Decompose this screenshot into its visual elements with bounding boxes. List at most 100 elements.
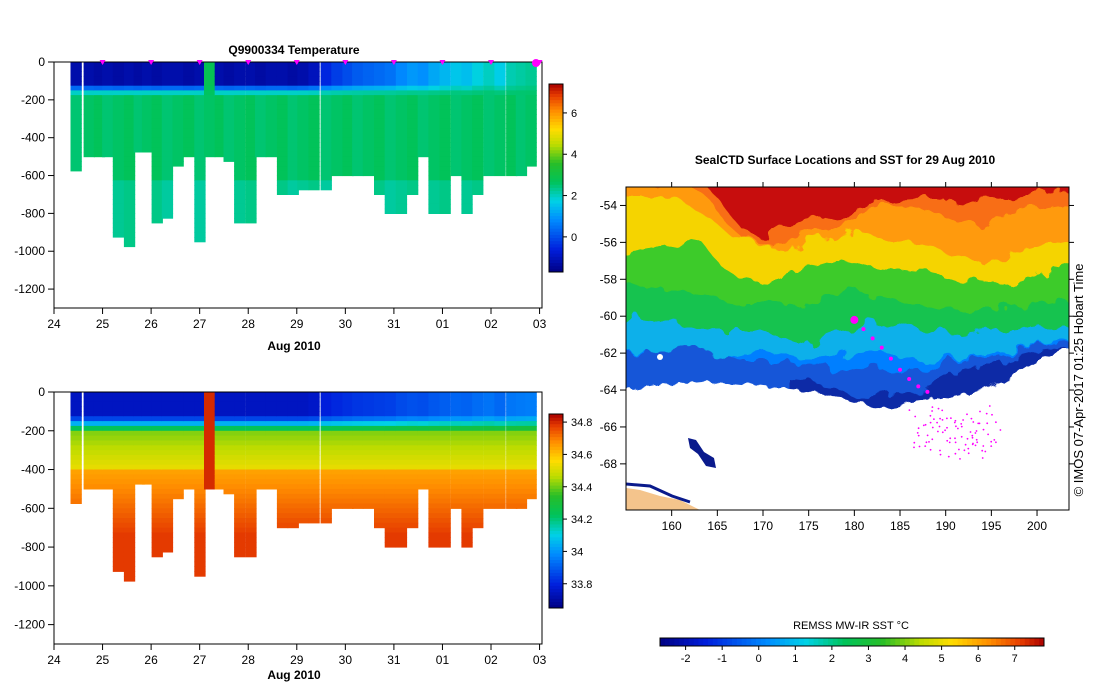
salinity-cell: [83, 411, 95, 417]
temperature-cell: [102, 99, 114, 106]
temperature-cell: [276, 114, 289, 120]
salinity-cell: [276, 484, 289, 490]
salinity-cell: [374, 522, 386, 529]
temperature-cell: [461, 189, 473, 195]
salinity-cell: [472, 435, 484, 441]
salinity-cell: [417, 450, 429, 456]
temperature-cell: [342, 142, 354, 148]
temperature-cell: [172, 151, 184, 158]
colorbar-tick-label: 34: [571, 546, 583, 558]
salinity-cell: [83, 484, 95, 490]
temperature-cell: [297, 99, 309, 106]
salinity-cell: [494, 474, 506, 480]
temperature-cell: [151, 213, 163, 219]
temperature-cell: [276, 62, 289, 68]
salinity-cell: [83, 479, 95, 485]
salinity-cell: [472, 425, 484, 432]
salinity-cell: [352, 479, 364, 485]
salinity-cell: [461, 498, 473, 504]
salinity-cell: [407, 401, 419, 408]
temperature-cell: [102, 104, 114, 110]
salinity-cell: [265, 440, 277, 446]
salinity-cell: [525, 406, 537, 412]
temperature-cell: [161, 109, 174, 115]
temperature-cell: [308, 128, 320, 134]
salinity-cell: [472, 450, 484, 456]
salinity-cell: [287, 440, 299, 446]
temperature-cell: [70, 114, 82, 120]
track-point: [898, 367, 903, 372]
temperature-cell: [133, 66, 145, 72]
track-history-point: [928, 441, 930, 443]
temperature-cell: [439, 133, 451, 139]
temperature-cell: [297, 147, 309, 153]
temperature-cell: [151, 218, 163, 224]
salinity-cell: [112, 493, 125, 500]
salinity-cell: [342, 474, 354, 480]
temperature-cell: [112, 118, 125, 125]
temperature-cell: [439, 166, 451, 172]
track-history-point: [953, 421, 956, 424]
salinity-cell: [308, 450, 320, 456]
temperature-cell: [123, 232, 136, 238]
temperature-cell: [83, 90, 95, 96]
sst-colorbar-swatch: [770, 638, 776, 646]
salinity-cell: [308, 411, 320, 417]
temperature-cell: [245, 151, 257, 158]
salinity-cell: [450, 474, 462, 480]
temperature-cell: [161, 95, 174, 101]
salinity-cell: [70, 445, 82, 451]
salinity-cell: [525, 474, 537, 480]
track-history-point: [937, 407, 940, 410]
colorbar-swatch: [549, 436, 563, 441]
track-history-point: [913, 446, 915, 449]
salinity-cell: [439, 411, 451, 417]
salinity-cell: [93, 411, 106, 417]
colorbar-swatch: [549, 121, 563, 126]
salinity-cell: [70, 455, 82, 461]
temperature-cell: [245, 62, 257, 68]
colorbar-swatch: [549, 140, 563, 145]
salinity-cell: [83, 474, 95, 480]
temperature-cell: [112, 227, 125, 233]
temperature-cell: [483, 142, 495, 148]
temperature-cell: [407, 166, 419, 172]
temperature-cell: [214, 85, 226, 91]
salinity-cell: [352, 459, 364, 466]
colorbar-swatch: [549, 159, 563, 163]
salinity-cell: [172, 440, 184, 446]
temperature-cell: [320, 151, 332, 158]
salinity-cell: [123, 445, 136, 451]
salinity-cell: [342, 392, 354, 398]
salinity-cell: [172, 430, 184, 437]
temperature-cell: [194, 166, 206, 172]
salinity-cell: [407, 425, 419, 432]
temperature-cell: [407, 104, 419, 110]
salinity-cell: [112, 551, 125, 558]
temperature-cell: [395, 189, 408, 195]
salinity-cell: [320, 425, 332, 432]
salinity-cell: [342, 440, 354, 446]
salinity-cell: [384, 488, 396, 495]
temperature-cell: [141, 62, 154, 68]
salinity-cell: [112, 392, 125, 398]
sst-colorbar-swatch: [722, 638, 728, 646]
salinity-cell: [255, 450, 267, 456]
temperature-cell: [525, 128, 537, 134]
colorbar-swatch: [549, 262, 563, 267]
temperature-cell: [407, 118, 419, 125]
salinity-cell: [472, 518, 484, 524]
salinity-cell: [265, 421, 277, 427]
salinity-cell: [151, 401, 163, 408]
temperature-cell: [362, 71, 375, 77]
salinity-cell: [450, 430, 462, 437]
salinity-cell: [234, 396, 246, 403]
temperature-cell: [234, 218, 246, 224]
salinity-cell: [287, 401, 299, 408]
salinity-cell: [265, 479, 277, 485]
temperature-cell: [183, 76, 195, 82]
salinity-cell: [506, 445, 518, 451]
salinity-cell: [204, 416, 216, 422]
salinity-cell: [483, 455, 495, 461]
salinity-cell: [276, 488, 289, 495]
